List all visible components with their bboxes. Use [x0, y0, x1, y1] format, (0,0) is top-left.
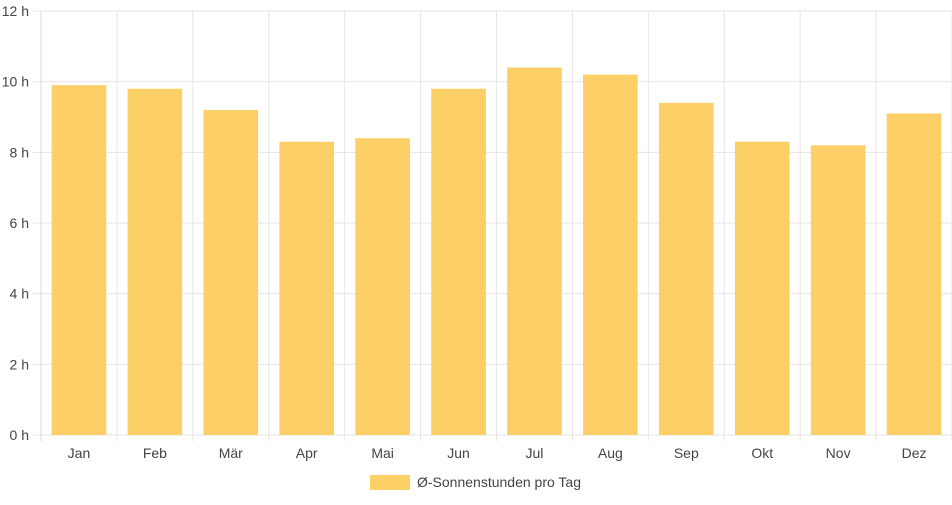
- bar-sep[interactable]: [658, 102, 714, 435]
- x-tick-label: Mär: [219, 445, 243, 461]
- bar-okt[interactable]: [734, 141, 790, 435]
- bar-jan[interactable]: [51, 85, 107, 435]
- bar-jul[interactable]: [507, 67, 562, 436]
- bar-jun[interactable]: [431, 88, 486, 435]
- y-tick-label: 4 h: [10, 286, 29, 302]
- y-tick-label: 12 h: [2, 3, 29, 19]
- x-tick-label: Jun: [447, 445, 470, 461]
- y-tick-label: 6 h: [10, 215, 29, 231]
- bar-apr[interactable]: [279, 141, 335, 435]
- legend[interactable]: Ø-Sonnenstunden pro Tag: [370, 474, 581, 490]
- y-tick-label: 0 h: [10, 427, 29, 443]
- x-tick-label: Sep: [674, 445, 699, 461]
- y-tick-label: 10 h: [2, 74, 29, 90]
- grid: [33, 10, 952, 441]
- bar-mär[interactable]: [203, 109, 259, 435]
- x-tick-label: Nov: [826, 445, 851, 461]
- bar-aug[interactable]: [583, 74, 638, 435]
- bar-nov[interactable]: [810, 145, 866, 435]
- x-tick-label: Apr: [296, 445, 318, 461]
- bars: [51, 67, 942, 436]
- x-tick-label: Okt: [751, 445, 773, 461]
- x-tick-label: Mai: [371, 445, 394, 461]
- legend-label: Ø-Sonnenstunden pro Tag: [417, 474, 581, 490]
- x-tick-label: Dez: [902, 445, 927, 461]
- bar-feb[interactable]: [127, 88, 183, 435]
- y-tick-label: 2 h: [10, 356, 29, 372]
- x-axis: Jan Feb Mär Apr Mai Jun Jul Aug Sep Okt Nov Dez: [68, 445, 927, 461]
- legend-swatch: [370, 475, 410, 490]
- y-axis: 0 h 2 h 4 h 6 h 8 h 10 h 12 h: [2, 3, 29, 443]
- y-tick-label: 8 h: [10, 144, 29, 160]
- x-tick-label: Jan: [68, 445, 91, 461]
- bar-mai[interactable]: [355, 138, 410, 435]
- x-tick-label: Feb: [143, 445, 167, 461]
- bar-dez[interactable]: [886, 113, 942, 435]
- x-tick-label: Aug: [598, 445, 623, 461]
- x-tick-label: Jul: [526, 445, 544, 461]
